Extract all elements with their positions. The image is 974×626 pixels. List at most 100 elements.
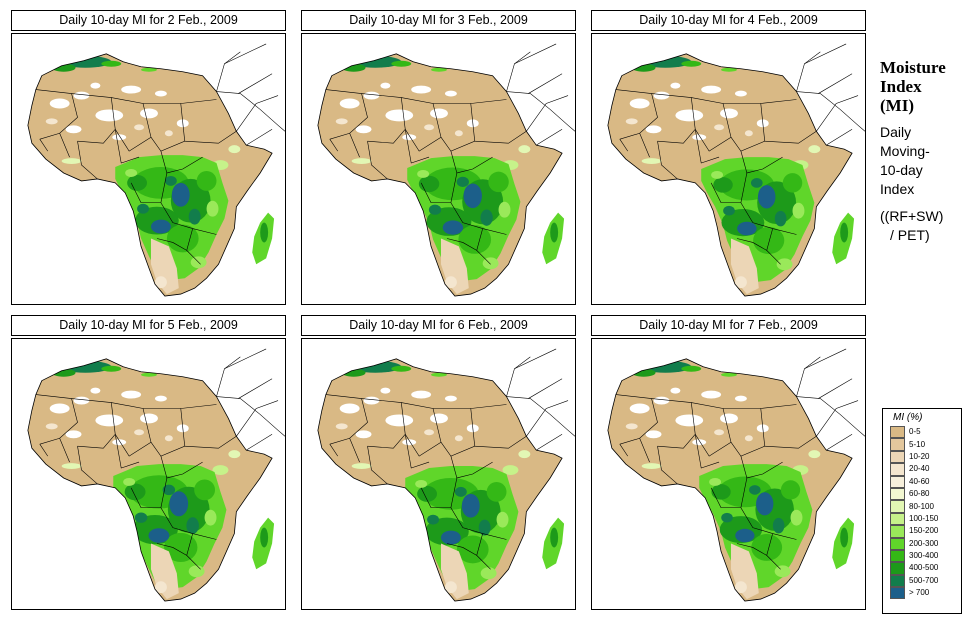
desc-line: Index: [880, 181, 915, 197]
dry-patch: [653, 91, 670, 100]
country-border: [236, 400, 279, 437]
desc-line: Daily: [880, 124, 912, 140]
sahel-patch: [518, 450, 531, 459]
dry-patch: [430, 108, 448, 119]
country-border: [760, 404, 797, 409]
legend-item: 5-10: [890, 438, 961, 451]
country-border: [764, 131, 817, 144]
dry-patch: [95, 109, 124, 122]
legend-item: 500-700: [890, 574, 961, 588]
dry-patch: [73, 396, 90, 405]
legend-swatch: [890, 537, 905, 550]
dry-patch: [454, 130, 463, 137]
country-border: [506, 356, 531, 397]
panel-title: Daily 10-day MI for 5 Feb., 2009: [11, 315, 286, 336]
africa-map: [301, 338, 576, 610]
very-wet-patch: [186, 517, 199, 534]
dry-patch: [164, 130, 173, 137]
country-border: [639, 133, 650, 158]
country-border: [77, 141, 98, 180]
country-border: [450, 172, 507, 235]
legend-label: 10-20: [909, 451, 930, 461]
dry-patch: [430, 413, 448, 424]
country-border: [325, 89, 368, 140]
wet-patch: [709, 477, 722, 486]
country-border: [528, 378, 563, 399]
dry-patch: [744, 435, 753, 442]
dry-patch: [734, 90, 747, 97]
coast-wet-patch: [721, 372, 737, 377]
south-desert-patch: [444, 276, 457, 289]
dry-patch: [653, 396, 670, 405]
country-border: [526, 400, 569, 437]
country-border: [804, 348, 847, 370]
wet-patch: [164, 532, 198, 563]
very-wet-patch: [737, 221, 757, 236]
country-border: [236, 95, 279, 132]
country-border: [224, 348, 267, 370]
dry-patch: [134, 124, 145, 131]
country-border: [325, 394, 368, 445]
legend-label: 500-700: [909, 575, 939, 585]
country-border: [238, 378, 273, 399]
map-svg: [317, 348, 575, 602]
index-title-line: (MI): [880, 96, 914, 115]
arabia-coast: [216, 396, 285, 437]
very-wet-patch: [749, 485, 761, 495]
map-svg: [317, 43, 575, 297]
wet-patch: [417, 169, 430, 178]
country-border: [238, 73, 273, 94]
dry-patch: [49, 98, 70, 109]
wet-patch: [751, 533, 783, 561]
country-border: [114, 434, 140, 469]
country-border: [736, 543, 767, 556]
dry-patch: [402, 439, 417, 446]
country-border: [619, 139, 628, 152]
country-border: [796, 356, 821, 397]
legend-item: 60-80: [890, 487, 961, 501]
legend-swatch: [890, 587, 905, 600]
index-title-line: Moisture: [880, 58, 946, 77]
wet-patch: [753, 226, 785, 255]
dry-patch: [339, 403, 360, 414]
country-border: [156, 238, 187, 251]
very-wet-patch: [750, 178, 763, 188]
country-border: [329, 444, 338, 457]
country-border: [349, 438, 360, 463]
index-description: Moisture Index (MI) Daily Moving- 10-day…: [880, 58, 974, 245]
country-border: [526, 95, 569, 132]
map-panel-5: Daily 10-day MI for 6 Feb., 2009: [301, 315, 576, 610]
dry-patch: [45, 118, 58, 125]
coast-wet-patch: [681, 60, 702, 67]
legend-item: 10-20: [890, 450, 961, 464]
very-wet-patch: [162, 484, 176, 496]
dry-patch: [444, 90, 457, 97]
country-border: [404, 129, 430, 164]
sahel-patch: [641, 158, 662, 165]
legend-swatch: [890, 463, 905, 476]
dry-patch: [154, 395, 167, 402]
country-border: [536, 434, 563, 451]
country-border: [514, 348, 557, 370]
sahel-patch: [228, 450, 241, 459]
sahel-patch: [808, 145, 821, 154]
legend-label: 0-5: [909, 427, 921, 437]
dry-patch: [335, 423, 348, 430]
country-border: [470, 404, 507, 409]
wet-patch: [188, 565, 205, 578]
legend-label: 300-400: [909, 551, 939, 561]
dry-patch: [670, 82, 681, 89]
africa-map: [591, 33, 866, 305]
dry-patch: [692, 134, 707, 141]
coastline: [317, 358, 563, 602]
country-border: [160, 172, 217, 235]
dry-patch: [73, 91, 90, 100]
country-border: [35, 394, 78, 445]
dry-patch: [714, 124, 725, 131]
index-title-line: Index: [880, 77, 922, 96]
country-border: [156, 543, 187, 556]
country-border: [816, 95, 859, 132]
wet-region: [699, 464, 813, 590]
wet-patch: [480, 567, 497, 580]
coast-wet-patch: [391, 60, 412, 67]
